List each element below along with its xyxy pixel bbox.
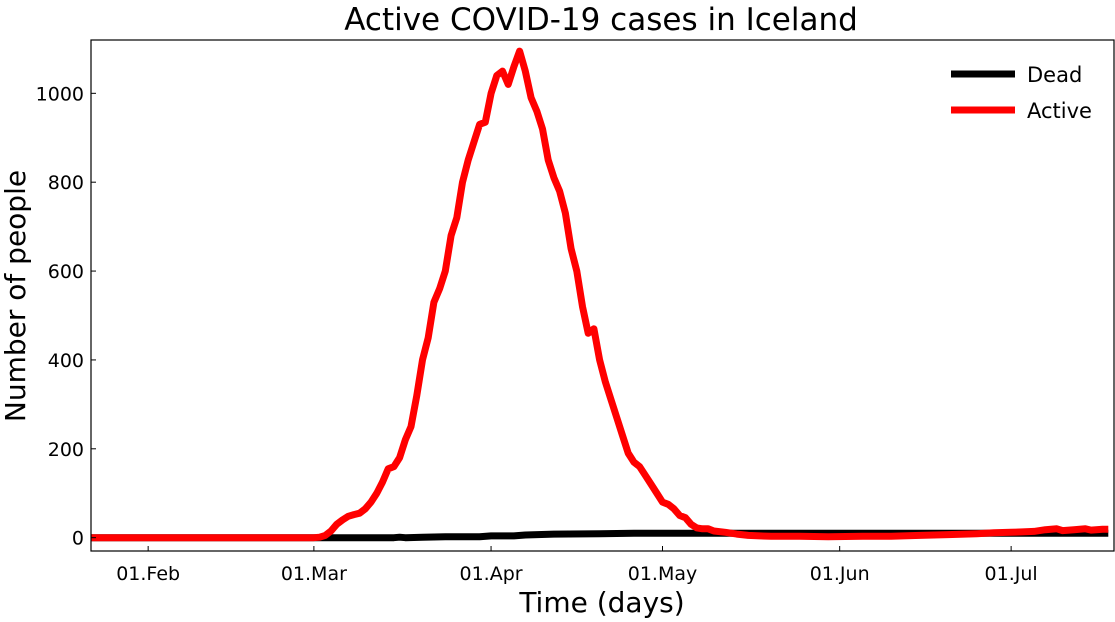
y-tick-label: 200 <box>48 439 84 461</box>
series-line-active <box>91 47 1109 542</box>
x-tick-label: 01.Jun <box>810 563 870 585</box>
legend-label-dead: Dead <box>1027 63 1082 87</box>
series-layer <box>91 47 1109 542</box>
plot-frame <box>90 39 1115 552</box>
y-axis-label: Number of people <box>0 170 32 422</box>
x-tick-label: 01.Feb <box>116 563 180 585</box>
y-tick-label: 400 <box>48 350 84 372</box>
x-tick-label: 01.Apr <box>460 563 523 585</box>
x-tick-label: 01.Jul <box>985 563 1038 585</box>
x-tick-label: 01.May <box>628 563 698 585</box>
chart-title: Active COVID-19 cases in Iceland <box>344 2 858 38</box>
y-tick-label: 1000 <box>36 83 84 105</box>
y-axis: 0 200 400 600 800 1000 <box>36 83 96 550</box>
x-axis: 01.Feb 01.Mar 01.Apr 01.May 01.Jun 01.Jul <box>116 546 1038 585</box>
y-tick-label: 600 <box>48 261 84 283</box>
legend: Dead Active <box>951 63 1092 123</box>
y-tick-label: 0 <box>72 528 84 550</box>
y-tick-label: 800 <box>48 172 84 194</box>
legend-label-active: Active <box>1027 99 1092 123</box>
x-tick-label: 01.Mar <box>281 563 347 585</box>
series-line-dead <box>91 529 1109 542</box>
x-axis-label: Time (days) <box>518 586 684 619</box>
